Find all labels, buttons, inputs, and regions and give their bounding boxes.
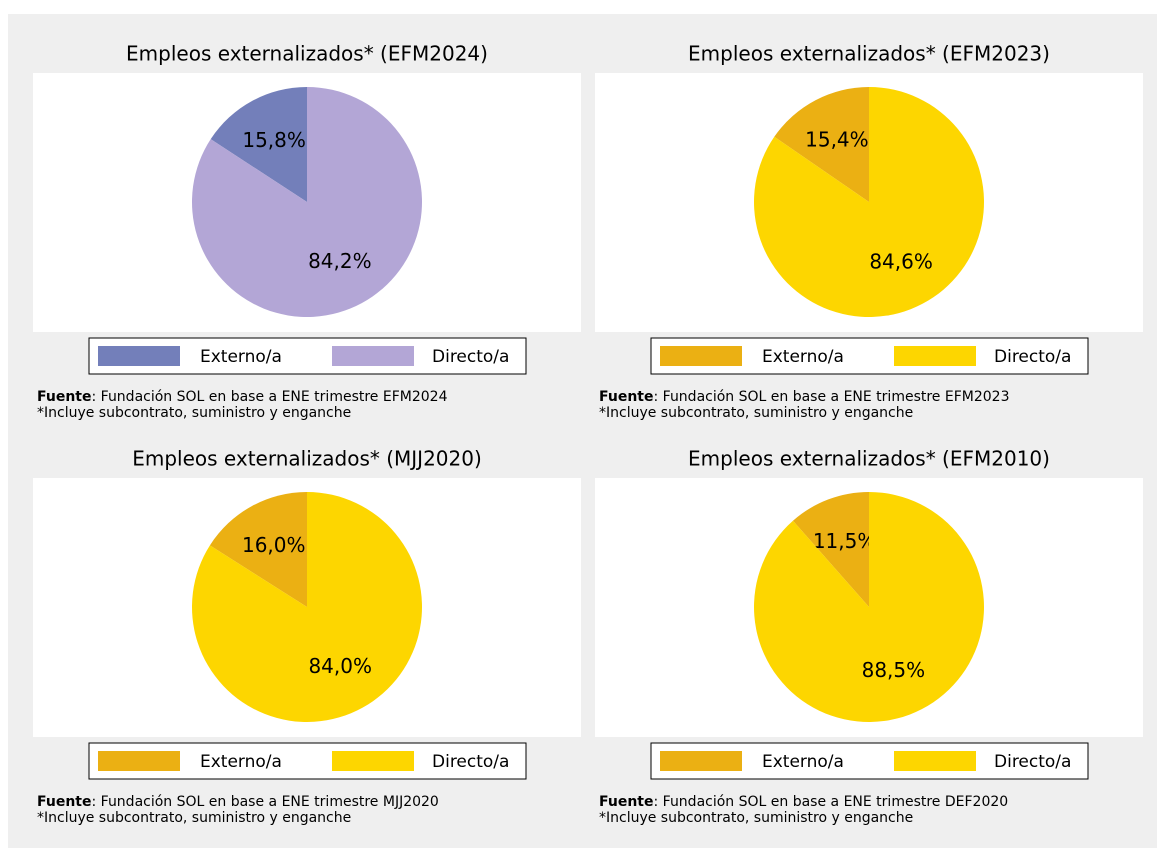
chart-panel: Empleos externalizados* (EFM2024) 15,8% 84… — [33, 42, 581, 421]
source-body: : Fundación SOL en base a ENE trimestre … — [91, 794, 438, 810]
source-body: : Fundación SOL en base a ENE trimestre … — [653, 794, 1008, 810]
slice-label: 88,5% — [862, 658, 926, 682]
slice-label: 11,5% — [813, 529, 877, 553]
chart-title: Empleos externalizados* (MJJ2020) — [132, 447, 482, 471]
source-text: Fuente: Fundación SOL en base a ENE trim… — [599, 794, 1008, 810]
slice-label: 16,0% — [242, 533, 306, 557]
legend-label: Externo/a — [762, 347, 844, 367]
pie-slice — [209, 492, 307, 607]
pie-slice — [792, 492, 869, 607]
chart-panel: Empleos externalizados* (EFM2023) 15,4% 84… — [595, 42, 1143, 421]
footnote: *Incluye subcontrato, suministro y engan… — [599, 405, 913, 421]
legend-swatch — [332, 346, 414, 366]
pie-slice — [774, 87, 869, 202]
slice-label: 84,0% — [308, 654, 372, 678]
legend-label: Externo/a — [762, 752, 844, 772]
legend-label: Directo/a — [994, 752, 1071, 772]
legend-swatch — [98, 751, 180, 771]
legend-label: Directo/a — [994, 347, 1071, 367]
source-text: Fuente: Fundación SOL en base a ENE trim… — [599, 389, 1009, 405]
legend-swatch — [660, 751, 742, 771]
source-label: Fuente — [37, 794, 91, 810]
pie-slice — [753, 492, 984, 722]
slice-label: 15,8% — [242, 128, 306, 152]
footnote: *Incluye subcontrato, suministro y engan… — [37, 405, 351, 421]
legend-label: Externo/a — [200, 347, 282, 367]
legend-swatch — [98, 346, 180, 366]
pie-slice — [191, 492, 422, 723]
legend-box — [650, 337, 1089, 375]
slice-label: 84,2% — [308, 249, 372, 273]
legend-swatch — [894, 751, 976, 771]
source-body: : Fundación SOL en base a ENE trimestre … — [653, 389, 1009, 405]
footnote: *Incluye subcontrato, suministro y engan… — [599, 810, 913, 826]
chart-panel: Empleos externalizados* (MJJ2020) 16,0% 84… — [33, 447, 581, 826]
legend-label: Directo/a — [432, 347, 509, 367]
pie-slice — [210, 87, 307, 202]
pie-slice — [753, 87, 984, 317]
chart-title: Empleos externalizados* (EFM2023) — [688, 42, 1050, 66]
source-text: Fuente: Fundación SOL en base a ENE trim… — [37, 389, 448, 405]
source-body: : Fundación SOL en base a ENE trimestre … — [91, 389, 447, 405]
legend-swatch — [660, 346, 742, 366]
chart-title: Empleos externalizados* (EFM2024) — [126, 42, 488, 66]
source-text: Fuente: Fundación SOL en base a ENE trim… — [37, 794, 439, 810]
chart-panel: Empleos externalizados* (EFM2010) 11,5% 88… — [595, 447, 1143, 826]
legend-swatch — [894, 346, 976, 366]
legend-label: Externo/a — [200, 752, 282, 772]
source-label: Fuente — [37, 389, 91, 405]
chart-title: Empleos externalizados* (EFM2010) — [688, 447, 1050, 471]
source-label: Fuente — [599, 389, 653, 405]
source-label: Fuente — [599, 794, 653, 810]
legend-swatch — [332, 751, 414, 771]
legend-label: Directo/a — [432, 752, 509, 772]
footnote: *Incluye subcontrato, suministro y engan… — [37, 810, 351, 826]
slice-label: 15,4% — [805, 127, 869, 151]
slice-label: 84,6% — [869, 250, 933, 274]
pie-slice — [192, 87, 422, 318]
